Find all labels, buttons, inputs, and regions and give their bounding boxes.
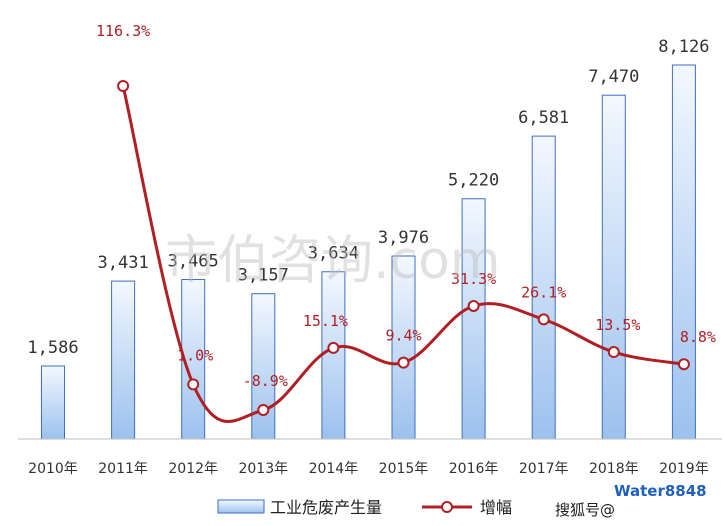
legend-label-line: 增幅 bbox=[480, 498, 512, 517]
source-logo: Water8848 bbox=[614, 482, 707, 500]
growth-value-label: 1.0% bbox=[177, 346, 213, 364]
growth-point bbox=[397, 356, 410, 369]
bar-value-label: 3,465 bbox=[168, 252, 219, 272]
growth-value-label: 116.3% bbox=[96, 22, 150, 40]
bar-value-label: 1,586 bbox=[27, 338, 78, 358]
legend: 工业危废产生量 增幅 bbox=[217, 498, 512, 517]
bar-value-label: 5,220 bbox=[448, 171, 499, 191]
x-tick-label: 2016年 bbox=[449, 461, 499, 477]
x-tick-label: 2010年 bbox=[28, 461, 78, 477]
x-tick-label: 2019年 bbox=[659, 461, 709, 477]
growth-points bbox=[117, 80, 690, 416]
legend-swatch-marker bbox=[441, 501, 453, 513]
growth-point bbox=[117, 80, 130, 92]
bar-value-label: 3,976 bbox=[378, 228, 429, 248]
x-tick-label: 2018年 bbox=[589, 461, 639, 477]
growth-line bbox=[121, 85, 685, 424]
bar-0 bbox=[41, 365, 65, 440]
bar-8 bbox=[601, 94, 626, 440]
bar-value-label: 3,157 bbox=[238, 266, 289, 286]
growth-value-label: 15.1% bbox=[303, 312, 348, 330]
growth-value-label: -8.9% bbox=[243, 372, 288, 390]
legend-label-bar: 工业危废产生量 bbox=[270, 498, 382, 517]
x-tick-label: 2017年 bbox=[519, 461, 569, 477]
growth-point bbox=[537, 313, 550, 326]
growth-point bbox=[327, 341, 340, 354]
x-axis-ticks: 2010年 2011年 2012年 2013年 2014年 2015年 2016年 2017年… bbox=[28, 461, 709, 477]
bar-value-label: 6,581 bbox=[518, 108, 569, 128]
bar-3 bbox=[251, 293, 276, 440]
bar-series bbox=[41, 64, 696, 440]
x-tick-label: 2015年 bbox=[379, 461, 429, 477]
bar-value-label: 8,126 bbox=[658, 37, 709, 57]
growth-point bbox=[467, 299, 480, 312]
growth-value-label: 26.1% bbox=[521, 283, 566, 301]
watermark-text: 市伯咨询.com bbox=[165, 231, 501, 291]
x-tick-label: 2014年 bbox=[309, 461, 359, 477]
legend-swatch-bar bbox=[217, 499, 265, 514]
source-watermark: 搜狐号@ bbox=[555, 501, 615, 519]
x-tick-label: 2012年 bbox=[168, 461, 218, 477]
bar-value-label: 7,470 bbox=[588, 67, 639, 87]
bar-value-label: 3,431 bbox=[98, 253, 149, 273]
x-tick-label: 2013年 bbox=[238, 461, 288, 477]
bar-1 bbox=[111, 280, 136, 440]
growth-value-label: 31.3% bbox=[451, 270, 496, 288]
growth-point bbox=[187, 378, 200, 391]
bar-9 bbox=[671, 64, 696, 440]
bar-value-label: 3,634 bbox=[308, 244, 359, 264]
bar-value-labels: 1,586 3,431 3,465 3,157 3,634 3,976 5,220 6,581… bbox=[27, 37, 709, 358]
x-tick-label: 2011年 bbox=[98, 461, 148, 477]
growth-value-label: 13.5% bbox=[595, 316, 640, 334]
growth-point bbox=[677, 358, 690, 371]
growth-point bbox=[607, 346, 620, 359]
growth-value-label: 9.4% bbox=[385, 327, 421, 345]
bar-4 bbox=[321, 271, 346, 440]
growth-value-label: 8.8% bbox=[680, 328, 716, 346]
growth-value-labels: 116.3% 1.0% -8.9% 15.1% 9.4% 31.3% 26.1% 13.5% 8… bbox=[96, 22, 716, 390]
growth-point bbox=[257, 404, 270, 416]
